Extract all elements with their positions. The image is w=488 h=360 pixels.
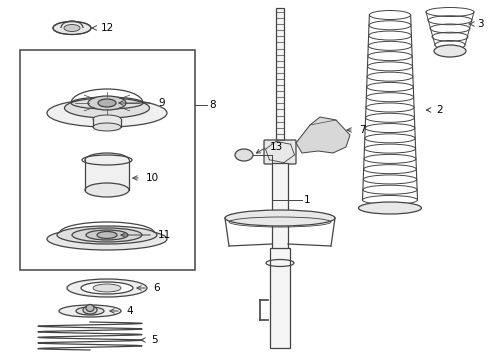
Ellipse shape: [88, 96, 126, 110]
Ellipse shape: [85, 153, 129, 167]
Bar: [269, 248, 289, 348]
Text: 2: 2: [436, 105, 442, 115]
Text: 9: 9: [158, 98, 164, 108]
Text: 6: 6: [153, 283, 159, 293]
Ellipse shape: [85, 183, 129, 197]
Ellipse shape: [81, 282, 133, 294]
Ellipse shape: [57, 226, 157, 244]
Ellipse shape: [64, 24, 80, 32]
Ellipse shape: [93, 115, 121, 123]
Text: 3: 3: [476, 19, 483, 29]
Ellipse shape: [86, 305, 94, 311]
Text: 4: 4: [126, 306, 132, 316]
Ellipse shape: [64, 98, 149, 118]
Ellipse shape: [224, 210, 334, 226]
Ellipse shape: [76, 307, 104, 315]
Ellipse shape: [59, 305, 121, 317]
Bar: [20, 50, 195, 270]
Bar: [93, 119, 121, 131]
Ellipse shape: [358, 202, 421, 214]
Ellipse shape: [93, 123, 121, 131]
Polygon shape: [295, 117, 349, 153]
Ellipse shape: [97, 231, 117, 239]
Text: 13: 13: [269, 142, 283, 152]
Text: 5: 5: [151, 335, 157, 345]
Ellipse shape: [433, 45, 465, 57]
Text: 8: 8: [208, 100, 215, 110]
Text: 11: 11: [158, 230, 171, 240]
Bar: [271, 163, 287, 270]
Text: 10: 10: [146, 173, 159, 183]
Ellipse shape: [53, 22, 91, 35]
Ellipse shape: [86, 230, 128, 240]
Ellipse shape: [235, 149, 252, 161]
Ellipse shape: [47, 99, 167, 127]
Text: 1: 1: [304, 195, 310, 205]
Bar: [275, 8, 284, 148]
Ellipse shape: [47, 228, 167, 250]
FancyBboxPatch shape: [264, 140, 295, 164]
Ellipse shape: [98, 99, 116, 107]
Text: 7: 7: [358, 125, 365, 135]
Ellipse shape: [83, 306, 97, 314]
Text: 12: 12: [101, 23, 114, 33]
Ellipse shape: [93, 284, 121, 292]
Bar: [85, 160, 129, 190]
Ellipse shape: [72, 228, 142, 242]
Ellipse shape: [67, 279, 147, 297]
